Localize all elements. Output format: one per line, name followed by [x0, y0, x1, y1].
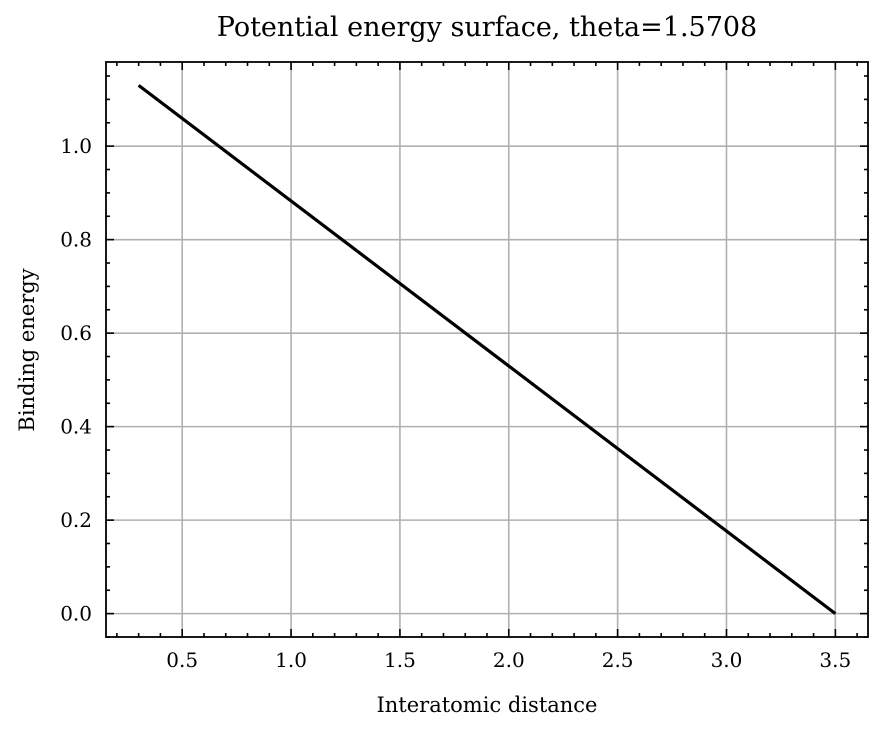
x-tick-label: 3.5 [819, 648, 851, 672]
x-tick-label: 3.0 [711, 648, 743, 672]
x-axis-label: Interatomic distance [376, 693, 597, 717]
y-tick-label: 1.0 [60, 134, 92, 158]
y-tick-label: 0.2 [60, 508, 92, 532]
x-tick-label: 1.5 [384, 648, 416, 672]
tick-labels: 0.5 1.0 1.5 2.0 2.5 3.0 3.5 0.0 0.2 0.4 0.6 0.8 1.0 [60, 134, 851, 672]
series-layer [137, 84, 837, 615]
series-line [137, 84, 837, 615]
x-tick-label: 2.0 [493, 648, 525, 672]
y-tick-label: 0.0 [60, 602, 92, 626]
y-tick-label: 0.6 [60, 321, 92, 345]
chart-title: Potential energy surface, theta=1.5708 [217, 12, 758, 43]
grid [106, 62, 868, 637]
x-tick-label: 0.5 [166, 648, 198, 672]
ticks [106, 62, 868, 638]
x-tick-label: 2.5 [602, 648, 634, 672]
y-axis-label: Binding energy [15, 268, 39, 431]
y-tick-label: 0.8 [60, 228, 92, 252]
x-tick-label: 1.0 [275, 648, 307, 672]
y-tick-label: 0.4 [60, 415, 92, 439]
